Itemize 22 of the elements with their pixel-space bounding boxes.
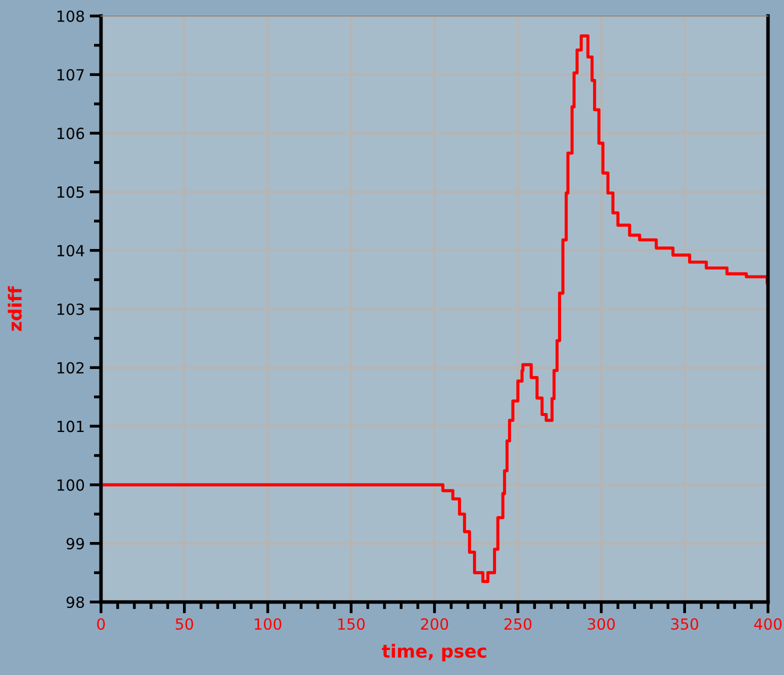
y-tick-label: 108 [58, 10, 84, 22]
y-tick-label: 100 [58, 479, 84, 491]
x-tick-label: 350 [671, 618, 698, 630]
y-tick-label: 102 [58, 362, 84, 374]
y-tick-label: 98 [66, 596, 84, 608]
y-tick-label: 99 [66, 538, 84, 550]
y-axis-title: zdiff [8, 286, 22, 331]
y-tick-label: 105 [58, 186, 84, 198]
x-tick-label: 250 [504, 618, 532, 630]
x-tick-label: 50 [176, 618, 194, 630]
x-tick-label: 300 [588, 618, 615, 630]
x-tick-label: 100 [254, 618, 282, 630]
y-tick-label: 106 [58, 128, 84, 140]
x-axis-title: time, psec [382, 644, 486, 662]
y-tick-label: 101 [58, 420, 84, 432]
y-tick-label: 104 [58, 244, 84, 256]
x-tick-label: 400 [754, 618, 782, 630]
x-tick-label: 200 [421, 618, 448, 630]
x-tick-label: 150 [338, 618, 365, 630]
y-tick-label: 107 [58, 69, 84, 81]
y-tick-label: 103 [58, 303, 84, 316]
x-tick-label: 0 [97, 618, 105, 630]
